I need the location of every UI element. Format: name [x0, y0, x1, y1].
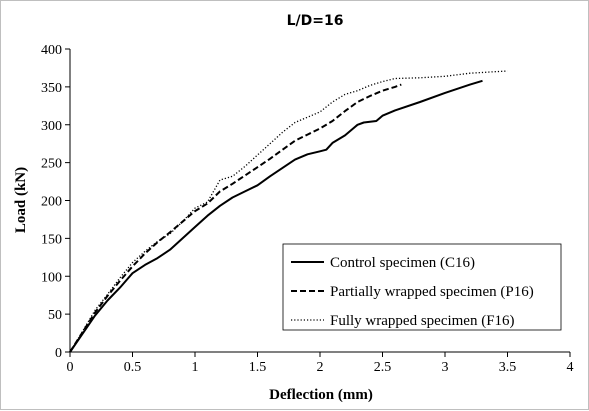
x-tick-label: 1.5: [249, 360, 267, 375]
series-line-dashed: [69, 83, 402, 353]
legend-label: Control specimen (C16): [330, 255, 475, 271]
y-tick-label: 50: [48, 308, 62, 323]
x-tick-label: 2: [317, 360, 324, 375]
legend: Control specimen (C16) Partially wrapped …: [282, 243, 562, 331]
y-tick-label: 150: [41, 232, 62, 247]
y-axis-label: Load (kN): [13, 167, 29, 233]
legend-label: Partially wrapped specimen (P16): [330, 284, 534, 300]
legend-box: [282, 243, 562, 331]
x-tick-label: 4: [567, 360, 574, 375]
y-tick-label: 250: [41, 157, 62, 172]
x-tick-label: 0: [67, 360, 74, 375]
chart-title: L/D=16: [287, 13, 344, 29]
y-tick-label: 100: [41, 270, 62, 285]
x-tick-label: 2.5: [374, 360, 392, 375]
x-tick-label: 3: [442, 360, 449, 375]
series-group: [69, 70, 508, 353]
series-line-dotted: [69, 70, 508, 353]
x-tick-label: 1: [192, 360, 199, 375]
y-tick-label: 0: [55, 346, 62, 361]
x-tick-label: 3.5: [499, 360, 517, 375]
x-tick-label: 0.5: [124, 360, 142, 375]
y-tick-label: 400: [41, 43, 62, 58]
y-tick-label: 300: [41, 119, 62, 134]
y-tick-label: 200: [41, 195, 62, 210]
series-line-solid: [69, 79, 483, 353]
axes: 0 0.5 1 1.5 2 2.5 3 3.5 4 0 50 100 150 200 250 300 350 40…: [41, 43, 574, 375]
legend-label: Fully wrapped specimen (F16): [330, 313, 515, 329]
y-tick-label: 350: [41, 81, 62, 96]
x-axis-label: Deflection (mm): [269, 387, 373, 403]
